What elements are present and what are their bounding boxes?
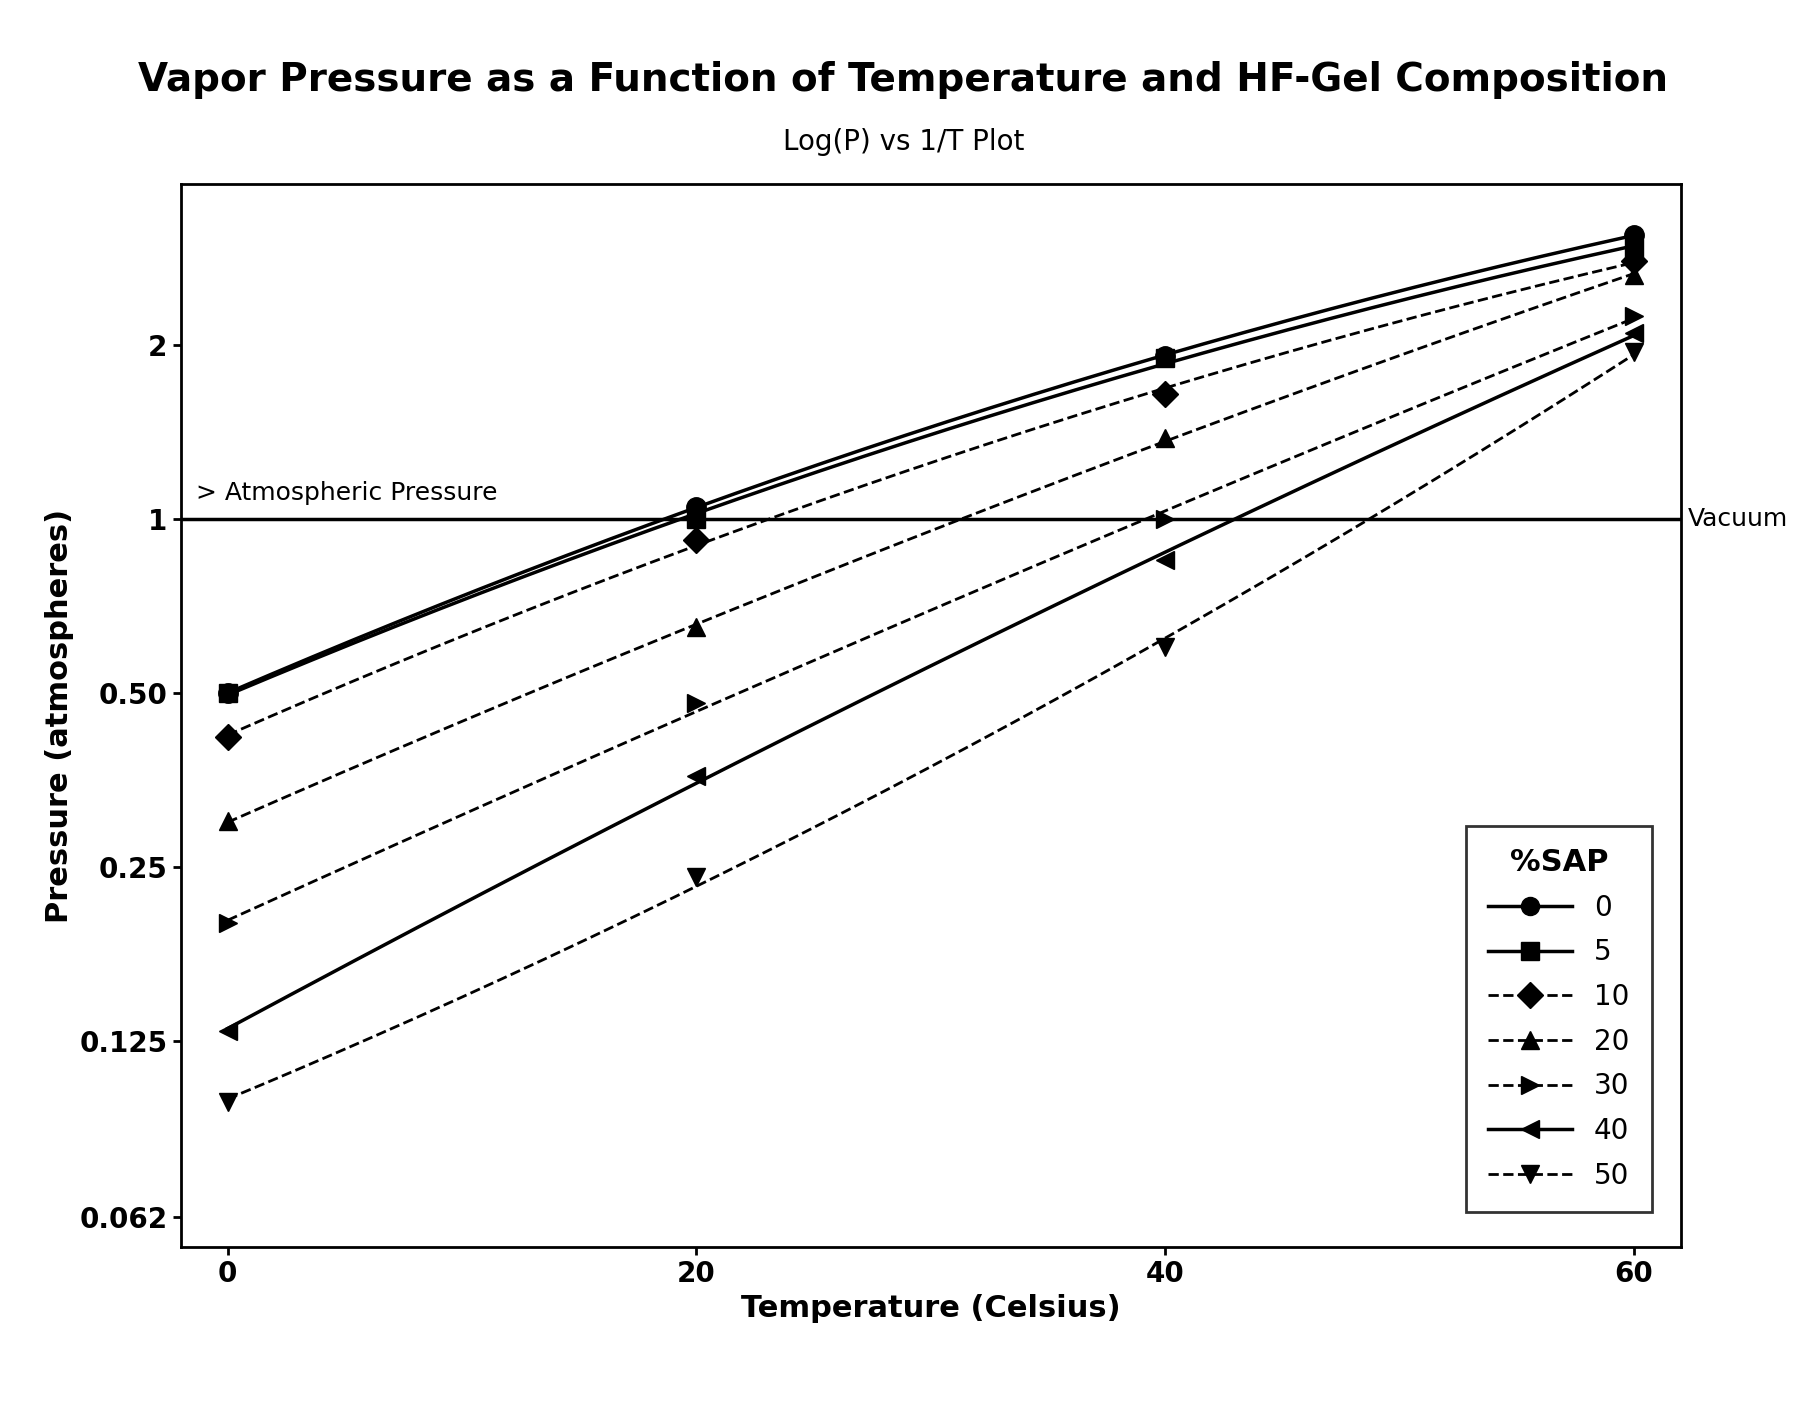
Line: 10: 10 [219, 252, 1643, 745]
40 [217, 1023, 239, 1040]
5 [685, 510, 707, 527]
10 [217, 728, 239, 745]
20 [1155, 429, 1176, 446]
10 [1623, 252, 1644, 269]
40 [1623, 324, 1644, 341]
Text: > Atmospheric Pressure: > Atmospheric Pressure [195, 480, 497, 504]
20 [217, 813, 239, 830]
Line: 5: 5 [219, 238, 1643, 703]
Legend: 0, 5, 10, 20, 30, 40, 50: 0, 5, 10, 20, 30, 40, 50 [1465, 826, 1652, 1212]
50 [1623, 343, 1644, 360]
Line: 40: 40 [219, 324, 1643, 1040]
40 [1155, 551, 1176, 568]
Text: Log(P) vs 1/T Plot: Log(P) vs 1/T Plot [782, 128, 1025, 156]
30 [1155, 510, 1176, 527]
Text: Vacuum: Vacuum [1688, 507, 1789, 531]
50 [685, 869, 707, 886]
30 [217, 914, 239, 931]
20 [685, 619, 707, 636]
Line: 50: 50 [219, 343, 1643, 1111]
50 [1155, 639, 1176, 656]
X-axis label: Temperature (Celsius): Temperature (Celsius) [741, 1294, 1120, 1322]
10 [1155, 385, 1176, 402]
Text: Vapor Pressure as a Function of Temperature and HF-Gel Composition: Vapor Pressure as a Function of Temperat… [139, 61, 1668, 99]
30 [1623, 307, 1644, 324]
5 [1155, 350, 1176, 367]
40 [685, 767, 707, 784]
5 [217, 684, 239, 701]
30 [685, 694, 707, 711]
0 [1623, 227, 1644, 244]
Line: 20: 20 [219, 265, 1643, 830]
0 [685, 499, 707, 516]
0 [1155, 347, 1176, 364]
50 [217, 1094, 239, 1111]
5 [1623, 239, 1644, 256]
Line: 0: 0 [219, 225, 1643, 703]
Y-axis label: Pressure (atmospheres): Pressure (atmospheres) [45, 509, 74, 922]
0 [217, 684, 239, 701]
20 [1623, 266, 1644, 283]
Line: 30: 30 [219, 306, 1643, 932]
10 [685, 531, 707, 548]
